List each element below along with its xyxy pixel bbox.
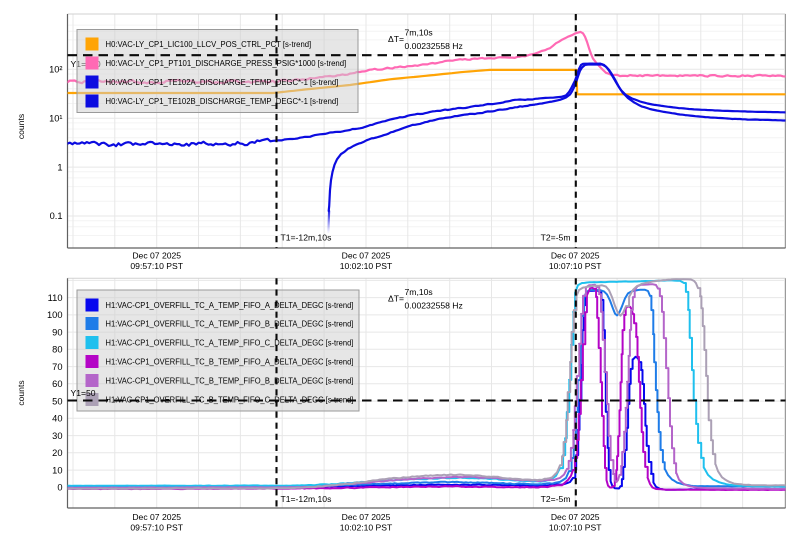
svg-text:H0:VAC-LY_CP1_TE102A_DISCHARGE: H0:VAC-LY_CP1_TE102A_DISCHARGE_TEMP_DEGC… [106, 77, 339, 87]
svg-text:Dec 07 2025: Dec 07 2025 [342, 512, 391, 522]
svg-text:10:07:10 PST: 10:07:10 PST [549, 261, 602, 271]
svg-text:0.00232558 Hz: 0.00232558 Hz [405, 301, 463, 311]
svg-text:09:57:10 PST: 09:57:10 PST [130, 522, 183, 532]
svg-text:H1:VAC-CP1_OVERFILL_TC_B_TEMP_: H1:VAC-CP1_OVERFILL_TC_B_TEMP_FIFO_B_DEL… [106, 376, 354, 386]
svg-text:T2=-5m: T2=-5m [541, 233, 571, 243]
svg-text:H0:VAC-LY_CP1_LIC100_LLCV_POS_: H0:VAC-LY_CP1_LIC100_LLCV_POS_CTRL_PCT [… [106, 39, 312, 49]
svg-text:7m,10s: 7m,10s [405, 27, 433, 37]
svg-text:T1=-12m,10s: T1=-12m,10s [281, 494, 332, 504]
svg-text:Dec 07 2025: Dec 07 2025 [132, 512, 181, 522]
svg-text:H1:VAC-CP1_OVERFILL_TC_B_TEMP_: H1:VAC-CP1_OVERFILL_TC_B_TEMP_FIFO_A_DEL… [106, 357, 354, 367]
svg-text:0.1: 0.1 [50, 211, 63, 221]
svg-text:10¹: 10¹ [49, 113, 62, 123]
svg-text:7m,10s: 7m,10s [405, 287, 433, 297]
svg-text:H1:VAC-CP1_OVERFILL_TC_A_TEMP_: H1:VAC-CP1_OVERFILL_TC_A_TEMP_FIFO_A_DEL… [106, 300, 354, 310]
svg-text:09:57:10 PST: 09:57:10 PST [130, 261, 183, 271]
svg-text:10:02:10 PST: 10:02:10 PST [340, 261, 393, 271]
svg-text:Dec 07 2025: Dec 07 2025 [551, 512, 600, 522]
svg-text:1: 1 [57, 162, 62, 172]
svg-text:10²: 10² [49, 65, 62, 75]
svg-text:Dec 07 2025: Dec 07 2025 [551, 251, 600, 261]
svg-text:60: 60 [52, 379, 62, 389]
svg-text:10: 10 [52, 465, 62, 475]
svg-text:10:02:10 PST: 10:02:10 PST [340, 522, 393, 532]
svg-text:ΔT=: ΔT= [388, 34, 404, 44]
svg-text:Y1=50: Y1=50 [71, 388, 96, 398]
svg-text:counts: counts [16, 114, 26, 139]
svg-text:30: 30 [52, 431, 62, 441]
svg-text:40: 40 [52, 414, 62, 424]
svg-text:H0:VAC-LY_CP1_PT101_DISCHARGE_: H0:VAC-LY_CP1_PT101_DISCHARGE_PRESS_PSIG… [106, 58, 347, 68]
svg-text:H1:VAC-CP1_OVERFILL_TC_A_TEMP_: H1:VAC-CP1_OVERFILL_TC_A_TEMP_FIFO_B_DEL… [106, 319, 354, 329]
svg-text:110: 110 [48, 293, 63, 303]
svg-text:0.00232558 Hz: 0.00232558 Hz [405, 41, 463, 51]
svg-text:H0:VAC-LY_CP1_TE102B_DISCHARGE: H0:VAC-LY_CP1_TE102B_DISCHARGE_TEMP_DEGC… [106, 96, 339, 106]
svg-text:ΔT=: ΔT= [388, 294, 404, 304]
svg-text:T2=-5m: T2=-5m [541, 494, 571, 504]
svg-text:70: 70 [52, 362, 62, 372]
svg-text:20: 20 [52, 448, 62, 458]
svg-text:Dec 07 2025: Dec 07 2025 [342, 251, 391, 261]
svg-text:T1=-12m,10s: T1=-12m,10s [281, 233, 332, 243]
svg-text:100: 100 [47, 310, 63, 320]
svg-text:90: 90 [52, 327, 62, 337]
svg-text:H1:VAC-CP1_OVERFILL_TC_A_TEMP_: H1:VAC-CP1_OVERFILL_TC_A_TEMP_FIFO_C_DEL… [106, 338, 354, 348]
svg-text:counts: counts [16, 380, 26, 405]
svg-text:80: 80 [52, 345, 62, 355]
svg-text:Dec 07 2025: Dec 07 2025 [132, 251, 181, 261]
svg-text:50: 50 [52, 396, 62, 406]
svg-text:0: 0 [57, 483, 62, 493]
svg-text:10:07:10 PST: 10:07:10 PST [549, 522, 602, 532]
